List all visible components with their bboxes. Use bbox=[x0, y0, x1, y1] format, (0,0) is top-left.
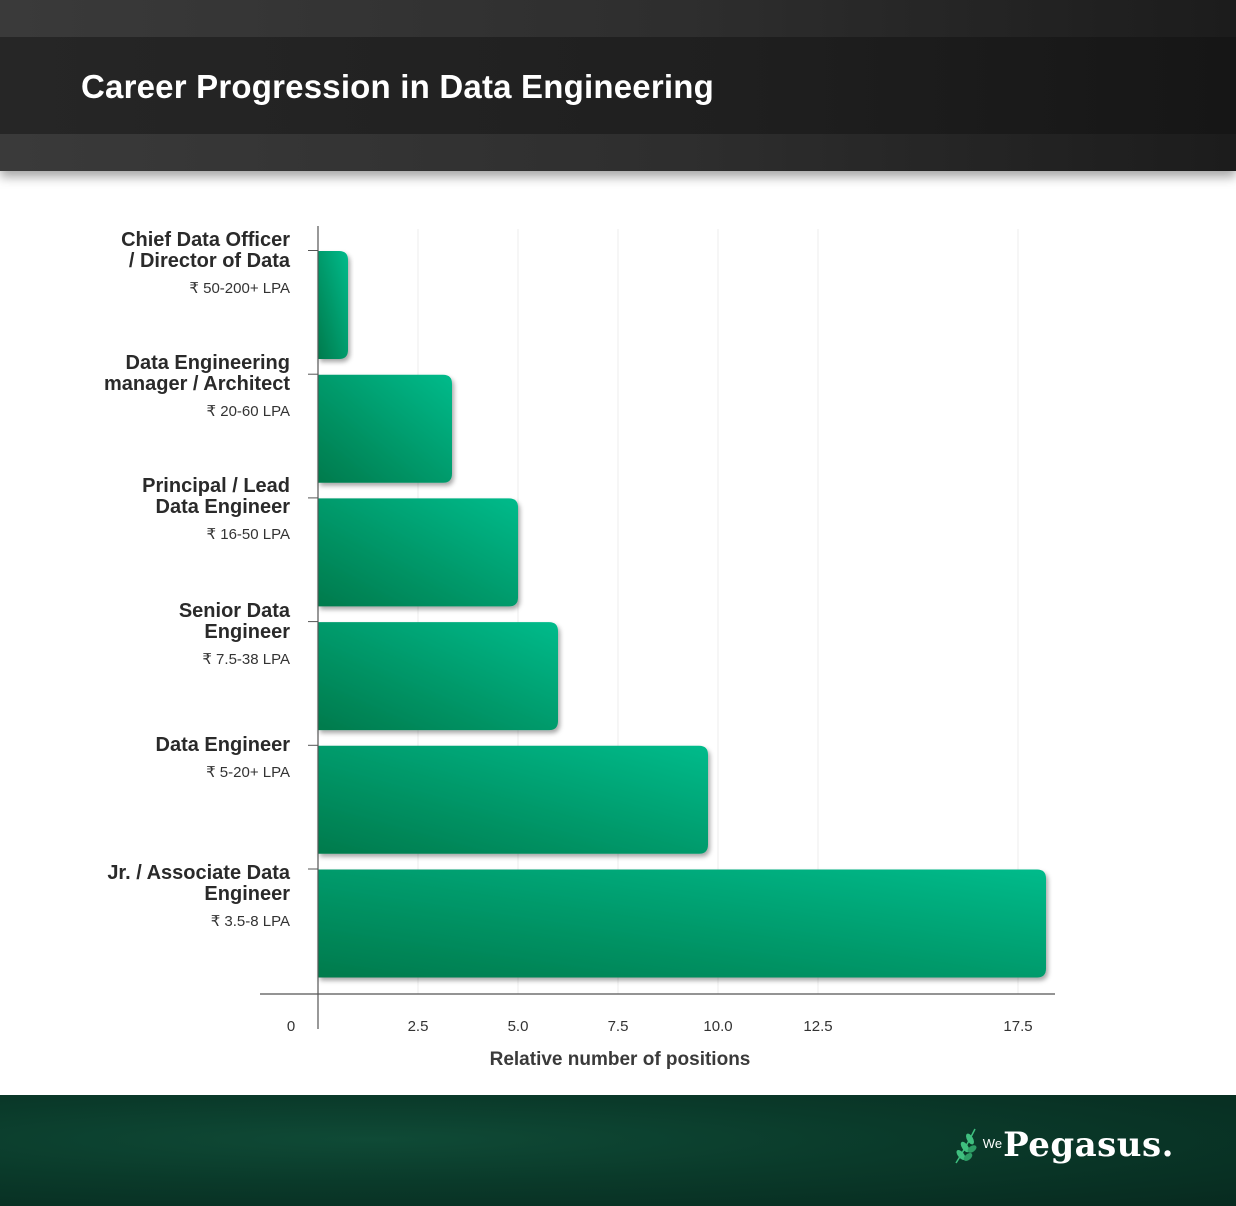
leaf-icon bbox=[955, 1128, 977, 1164]
category-title: Data Engineering bbox=[126, 352, 290, 374]
category-title: manager / Architect bbox=[104, 373, 290, 395]
bar bbox=[318, 622, 558, 731]
logo-name: Pegasus. bbox=[1003, 1125, 1174, 1165]
category-salary: ₹ 16-50 LPA bbox=[207, 526, 290, 543]
x-tick-label: 7.5 bbox=[608, 1018, 629, 1035]
category-salary: ₹ 20-60 LPA bbox=[207, 403, 290, 420]
category-title: Principal / Lead bbox=[142, 475, 290, 497]
x-tick-label: 12.5 bbox=[803, 1018, 832, 1035]
x-tick-label: 0 bbox=[287, 1018, 295, 1035]
category-salary: ₹ 50-200+ LPA bbox=[189, 280, 290, 297]
category-salary: ₹ 5-20+ LPA bbox=[206, 764, 290, 781]
footer: We Pegasus. bbox=[0, 1095, 1236, 1206]
x-tick-label: 5.0 bbox=[508, 1018, 529, 1035]
header: Career Progression in Data Engineering bbox=[0, 0, 1236, 171]
header-band bbox=[0, 37, 1236, 134]
x-axis-label: Relative number of positions bbox=[490, 1049, 751, 1070]
career-chart: 0 2.5 5.0 7.5 10.0 12.5 17.5 Relative number of… bbox=[0, 171, 1236, 1095]
category-title: Engineer bbox=[204, 621, 290, 643]
category-title: / Director of Data bbox=[129, 250, 291, 272]
bar bbox=[318, 745, 708, 854]
category-salary: ₹ 3.5-8 LPA bbox=[211, 913, 290, 930]
brand-logo[interactable]: We Pegasus. bbox=[953, 1125, 1174, 1165]
category-salary: ₹ 7.5-38 LPA bbox=[202, 651, 290, 668]
page-title: Career Progression in Data Engineering bbox=[81, 68, 714, 105]
logo-prefix: We bbox=[982, 1136, 1003, 1151]
category-title: Engineer bbox=[204, 883, 290, 905]
category-title: Senior Data bbox=[179, 600, 291, 622]
chart-svg: 0 2.5 5.0 7.5 10.0 12.5 17.5 Relative number of… bbox=[104, 226, 1055, 1070]
x-tick-label: 10.0 bbox=[703, 1018, 732, 1035]
x-tick-label: 17.5 bbox=[1003, 1018, 1032, 1035]
bar bbox=[318, 374, 452, 483]
bar bbox=[318, 498, 518, 607]
category-title: Data Engineer bbox=[156, 734, 291, 756]
category-title: Jr. / Associate Data bbox=[107, 862, 291, 884]
bar bbox=[318, 251, 348, 359]
x-tick-label: 2.5 bbox=[408, 1018, 429, 1035]
bar bbox=[318, 869, 1046, 978]
category-title: Data Engineer bbox=[156, 496, 291, 518]
category-title: Chief Data Officer bbox=[121, 229, 290, 251]
